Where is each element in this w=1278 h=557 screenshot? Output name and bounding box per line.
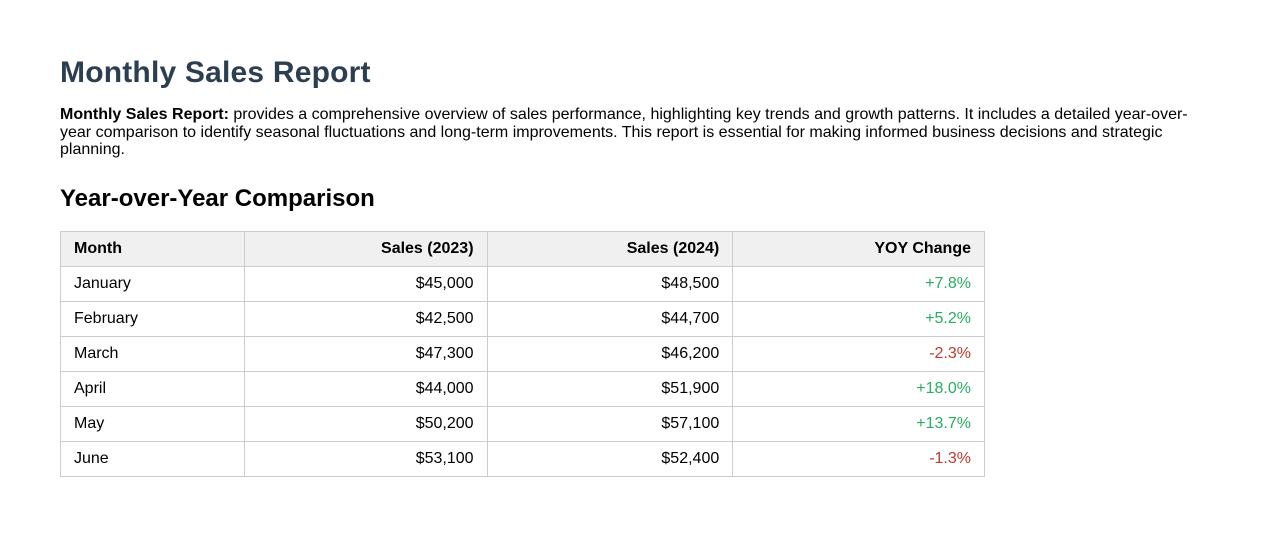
report-content: Monthly Sales Report Monthly Sales Repor… — [60, 56, 1188, 477]
intro-lead: Monthly Sales Report: — [60, 106, 229, 123]
cell-yoy-change: -1.3% — [732, 440, 985, 477]
cell-month: February — [60, 300, 245, 337]
intro-text: provides a comprehensive overview of sal… — [60, 106, 1188, 159]
cell-sales-2023: $45,000 — [243, 265, 488, 302]
cell-yoy-change: +18.0% — [732, 370, 985, 407]
cell-sales-2024: $44,700 — [486, 300, 734, 337]
report-page: Monthly Sales Report Monthly Sales Repor… — [0, 56, 1278, 557]
cell-month: June — [60, 440, 245, 477]
cell-sales-2023: $44,000 — [243, 370, 488, 407]
col-header-sales-2023: Sales (2023) — [243, 230, 488, 267]
yoy-comparison-table: Month Sales (2023) Sales (2024) YOY Chan… — [60, 230, 985, 477]
cell-yoy-change: +7.8% — [732, 265, 985, 302]
cell-sales-2023: $42,500 — [243, 300, 488, 337]
table-header: Month Sales (2023) Sales (2024) YOY Chan… — [60, 230, 985, 267]
page-title: Monthly Sales Report — [60, 56, 371, 89]
cell-yoy-change: +13.7% — [732, 405, 985, 442]
cell-sales-2024: $51,900 — [486, 370, 734, 407]
cell-sales-2024: $52,400 — [486, 440, 734, 477]
cell-sales-2024: $46,200 — [486, 335, 734, 372]
col-header-sales-2024: Sales (2024) — [486, 230, 734, 267]
cell-month: January — [60, 265, 245, 302]
cell-yoy-change: -2.3% — [732, 335, 985, 372]
cell-sales-2023: $50,200 — [243, 405, 488, 442]
table-row: June $53,100 $52,400 -1.3% — [60, 440, 985, 477]
cell-month: May — [60, 405, 245, 442]
table-row: March $47,300 $46,200 -2.3% — [60, 335, 985, 372]
col-header-yoy-change: YOY Change — [732, 230, 985, 267]
cell-sales-2023: $47,300 — [243, 335, 488, 372]
table-body: January $45,000 $48,500 +7.8% February $… — [60, 265, 985, 477]
cell-month: April — [60, 370, 245, 407]
col-header-month: Month — [60, 230, 245, 267]
table-row: May $50,200 $57,100 +13.7% — [60, 405, 985, 442]
cell-yoy-change: +5.2% — [732, 300, 985, 337]
cell-sales-2023: $53,100 — [243, 440, 488, 477]
cell-sales-2024: $48,500 — [486, 265, 734, 302]
table-row: April $44,000 $51,900 +18.0% — [60, 370, 985, 407]
table-row: February $42,500 $44,700 +5.2% — [60, 300, 985, 337]
table-header-row: Month Sales (2023) Sales (2024) YOY Chan… — [60, 230, 985, 267]
table-row: January $45,000 $48,500 +7.8% — [60, 265, 985, 302]
cell-month: March — [60, 335, 245, 372]
section-title: Year-over-Year Comparison — [60, 184, 375, 212]
intro-paragraph: Monthly Sales Report: provides a compreh… — [60, 106, 1188, 159]
cell-sales-2024: $57,100 — [486, 405, 734, 442]
